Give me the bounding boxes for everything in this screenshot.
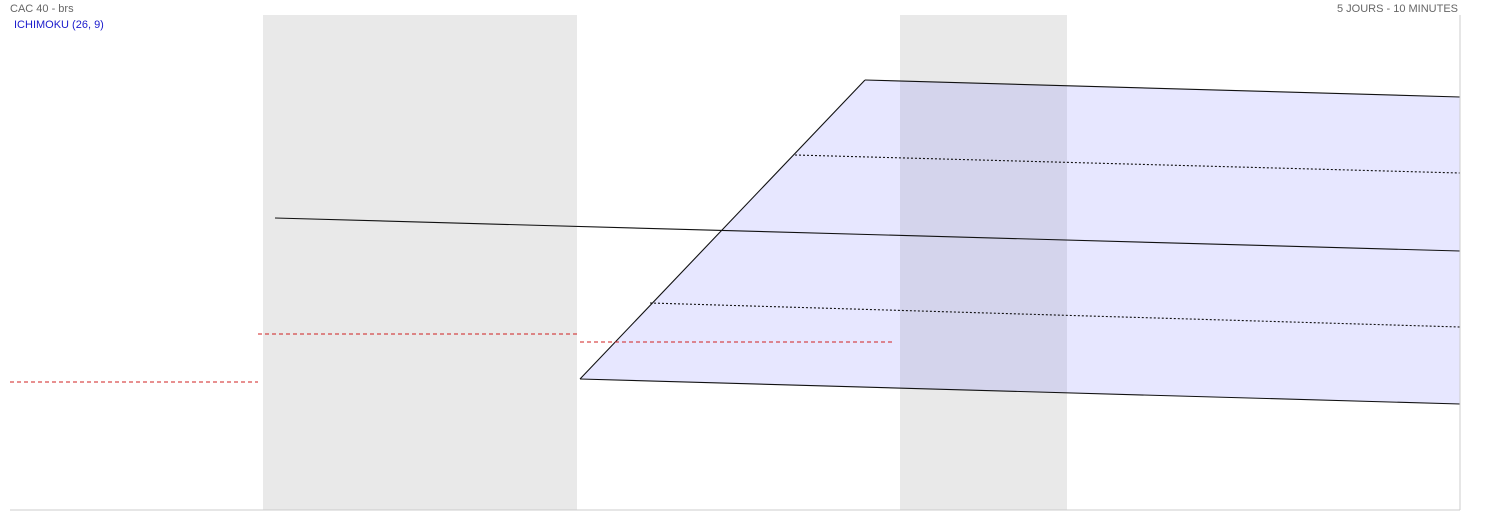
indicator-label: ICHIMOKU (26, 9): [14, 19, 104, 31]
period-label: 5 JOURS - 10 MINUTES: [1337, 3, 1458, 15]
session-shade: [900, 15, 1067, 510]
trend-line: [794, 154, 1461, 174]
trend-line: [579, 378, 1461, 405]
trend-line: [579, 79, 866, 380]
trend-line: [864, 79, 1461, 98]
trend-line: [649, 302, 1461, 328]
ref-lines: [10, 333, 893, 383]
chart-title: CAC 40 - brs: [10, 3, 74, 15]
channel-area: [580, 80, 1460, 404]
session-shade: [263, 15, 577, 510]
trend-line: [274, 217, 1461, 252]
channel-lines: [274, 79, 1461, 405]
